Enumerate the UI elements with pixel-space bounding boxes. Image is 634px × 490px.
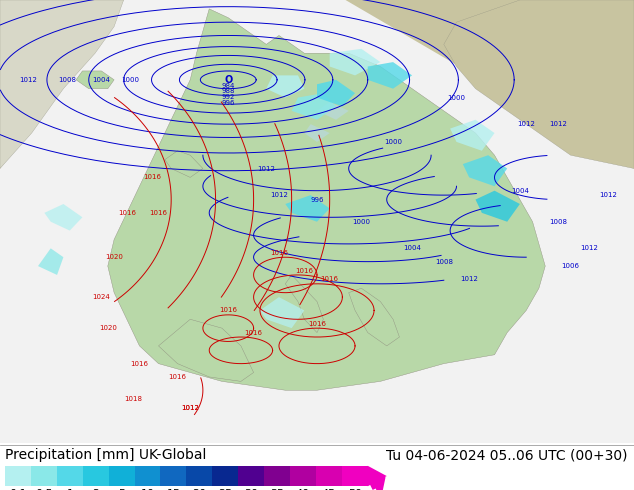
- Text: 1000: 1000: [122, 77, 139, 83]
- Bar: [212, 466, 238, 486]
- Bar: [316, 466, 342, 486]
- Polygon shape: [476, 191, 520, 221]
- Text: 1024: 1024: [93, 294, 110, 300]
- Bar: [290, 466, 316, 486]
- Polygon shape: [368, 62, 412, 89]
- Text: 50: 50: [348, 489, 362, 490]
- Bar: [108, 466, 134, 486]
- Text: 1012: 1012: [181, 405, 199, 411]
- Polygon shape: [317, 80, 355, 106]
- Text: 30: 30: [244, 489, 258, 490]
- Bar: [186, 466, 212, 486]
- Polygon shape: [0, 0, 634, 443]
- Text: 1016: 1016: [245, 330, 262, 336]
- Text: 15: 15: [167, 489, 181, 490]
- Bar: [5, 466, 31, 486]
- Text: Precipitation [mm] UK-Global: Precipitation [mm] UK-Global: [5, 448, 207, 462]
- Text: 25: 25: [218, 489, 232, 490]
- Polygon shape: [330, 49, 380, 75]
- Text: 2: 2: [92, 489, 100, 490]
- Text: 45: 45: [322, 489, 336, 490]
- Polygon shape: [38, 248, 63, 275]
- Text: 1008: 1008: [435, 259, 453, 265]
- Text: 1008: 1008: [549, 219, 567, 225]
- Bar: [31, 466, 57, 486]
- Text: 10: 10: [141, 489, 155, 490]
- Polygon shape: [349, 288, 399, 346]
- Text: 1000: 1000: [384, 139, 402, 145]
- Polygon shape: [165, 151, 203, 177]
- Text: 1020: 1020: [99, 325, 117, 331]
- Text: 0.1: 0.1: [10, 489, 27, 490]
- Text: 1006: 1006: [562, 263, 579, 269]
- Text: O: O: [224, 75, 233, 85]
- Text: 0.5: 0.5: [35, 489, 53, 490]
- Bar: [160, 466, 186, 486]
- Text: 1004: 1004: [93, 77, 110, 83]
- Text: 35: 35: [270, 489, 284, 490]
- Bar: [134, 466, 160, 486]
- Text: 1016: 1016: [118, 210, 136, 216]
- Text: 1016: 1016: [321, 276, 339, 282]
- Text: 40: 40: [296, 489, 310, 490]
- Text: 1016: 1016: [270, 250, 288, 256]
- Polygon shape: [292, 93, 336, 120]
- Bar: [57, 466, 83, 486]
- Text: 1: 1: [67, 489, 74, 490]
- Text: 992: 992: [221, 94, 235, 100]
- Polygon shape: [450, 120, 495, 151]
- Bar: [83, 466, 108, 486]
- Text: 1012: 1012: [581, 245, 598, 251]
- Text: 1012: 1012: [270, 192, 288, 198]
- Text: 1016: 1016: [143, 174, 161, 180]
- Text: 1020: 1020: [105, 254, 123, 260]
- Text: 1012: 1012: [257, 166, 275, 171]
- Text: 1012: 1012: [600, 192, 618, 198]
- Polygon shape: [158, 319, 254, 381]
- Bar: [342, 466, 368, 486]
- Text: 5: 5: [118, 489, 125, 490]
- Bar: [264, 466, 290, 486]
- Polygon shape: [266, 75, 304, 98]
- Text: 1000: 1000: [448, 95, 465, 100]
- Text: 1004: 1004: [403, 245, 421, 251]
- Polygon shape: [0, 0, 124, 169]
- Text: 1012: 1012: [460, 276, 478, 282]
- Bar: [238, 466, 264, 486]
- Text: 1000: 1000: [353, 219, 370, 225]
- Text: 984: 984: [221, 83, 235, 89]
- Polygon shape: [444, 0, 634, 169]
- Polygon shape: [285, 195, 330, 221]
- Text: 1016: 1016: [308, 321, 326, 327]
- Text: 20: 20: [192, 489, 207, 490]
- Text: 1012: 1012: [517, 121, 535, 127]
- Polygon shape: [317, 102, 349, 120]
- Polygon shape: [285, 275, 323, 333]
- Text: 988: 988: [221, 88, 235, 94]
- Polygon shape: [260, 297, 304, 328]
- Polygon shape: [304, 124, 330, 142]
- Polygon shape: [368, 466, 387, 486]
- Text: 1012: 1012: [181, 405, 199, 411]
- Text: 996: 996: [221, 100, 235, 106]
- Text: 996: 996: [310, 196, 324, 202]
- Text: Tu 04-06-2024 05..06 UTC (00+30): Tu 04-06-2024 05..06 UTC (00+30): [386, 448, 628, 462]
- Text: 1016: 1016: [131, 361, 148, 367]
- Polygon shape: [108, 9, 545, 390]
- Polygon shape: [463, 155, 507, 186]
- Polygon shape: [44, 204, 82, 231]
- Text: 1016: 1016: [150, 210, 167, 216]
- Text: 1012: 1012: [549, 121, 567, 127]
- Text: 1016: 1016: [295, 268, 313, 273]
- Text: 1004: 1004: [511, 188, 529, 194]
- Text: 1018: 1018: [124, 396, 142, 402]
- Text: 1008: 1008: [58, 77, 76, 83]
- Text: 1016: 1016: [219, 307, 237, 314]
- Text: 1016: 1016: [169, 374, 186, 380]
- Polygon shape: [76, 71, 114, 89]
- Text: 1012: 1012: [19, 77, 37, 83]
